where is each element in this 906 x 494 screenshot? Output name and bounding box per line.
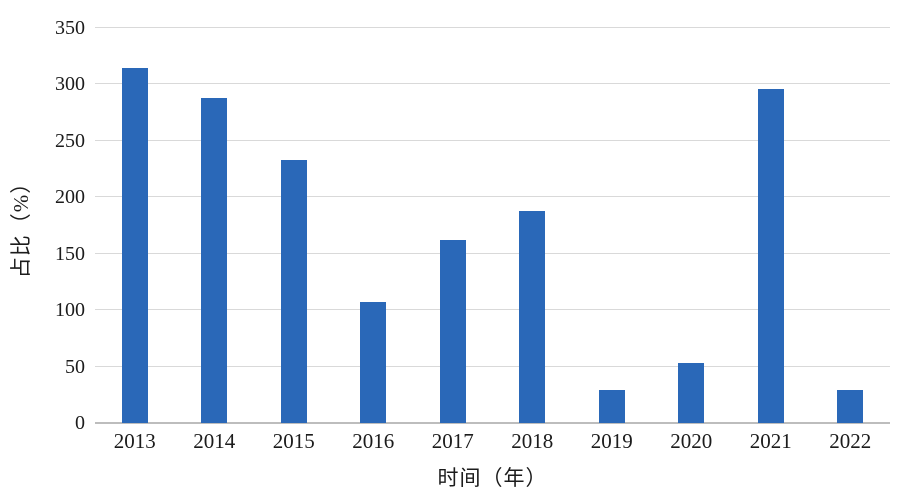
bar-2015 [280, 160, 307, 423]
x-axis-line [95, 422, 890, 424]
gridline-350 [95, 27, 890, 28]
y-tick-label-200: 200 [55, 186, 85, 209]
bar-2014 [201, 97, 228, 423]
y-tick-label-350: 350 [55, 17, 85, 39]
x-tick-label-2021: 2021 [749, 429, 792, 453]
gridline-200 [95, 196, 890, 198]
bar-2022 [837, 390, 864, 423]
bar-2021 [757, 88, 784, 423]
x-axis-title: 时间（年） [437, 466, 548, 490]
plot-area [95, 27, 890, 424]
x-tick-label-2016: 2016 [352, 429, 395, 453]
y-tick-label-0: 0 [75, 412, 85, 434]
x-tick-label-2014: 2014 [193, 429, 236, 453]
bar-2020 [678, 363, 705, 423]
gridline-50 [95, 365, 890, 367]
y-tick-label-100: 100 [55, 299, 85, 322]
y-tick-label-50: 50 [65, 355, 85, 378]
y-tick-label-250: 250 [55, 129, 85, 152]
x-tick-label-2017: 2017 [431, 429, 474, 453]
bar-2013 [121, 67, 148, 423]
bar-2016 [360, 302, 387, 423]
x-tick-label-2018: 2018 [511, 429, 554, 453]
y-tick-label-150: 150 [55, 242, 85, 265]
bar-2019 [598, 390, 625, 423]
x-tick-label-2019: 2019 [590, 429, 633, 453]
x-tick-label-2015: 2015 [272, 429, 315, 453]
x-tick-label-2013: 2013 [113, 429, 156, 453]
x-tick-label-2020: 2020 [670, 429, 713, 453]
gridline-300 [95, 83, 890, 85]
y-tick-label-300: 300 [55, 73, 85, 96]
bar-2017 [439, 240, 466, 423]
gridline-100 [95, 309, 890, 311]
gridline-150 [95, 252, 890, 254]
x-tick-label-2022: 2022 [829, 429, 872, 453]
gridline-250 [95, 139, 890, 141]
bar-2018 [519, 210, 546, 423]
